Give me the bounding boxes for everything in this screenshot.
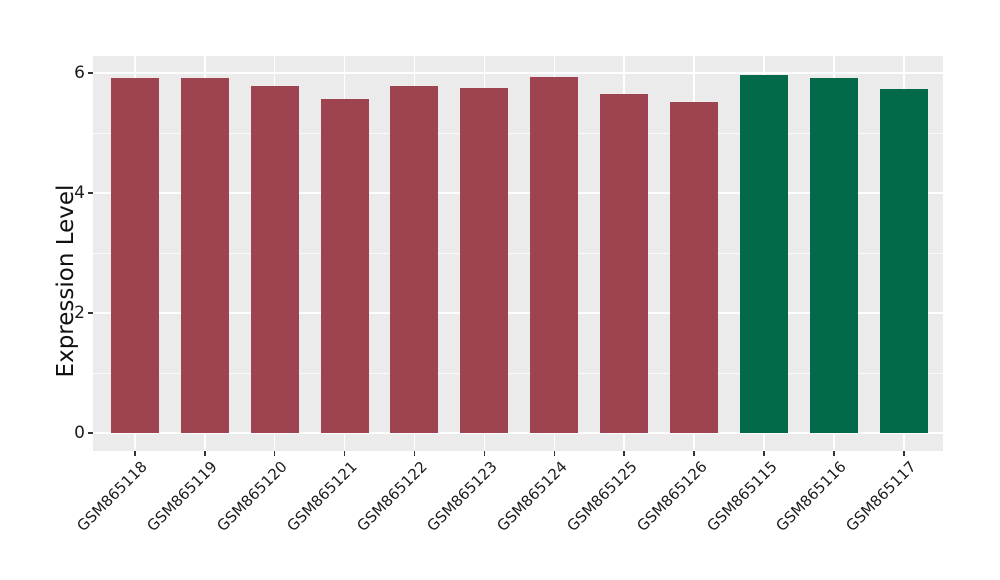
y-tick-label: 2 [74, 302, 85, 323]
bar-GSM865119 [180, 77, 229, 433]
x-tick-label: GSM865116 [772, 457, 851, 535]
x-tick-label: GSM865126 [632, 457, 711, 535]
y-tick [88, 312, 93, 314]
bar-GSM865118 [110, 77, 159, 433]
x-tick-label: GSM865117 [842, 457, 921, 535]
bar-GSM865122 [390, 86, 439, 433]
y-tick [88, 72, 93, 74]
bar-GSM865116 [809, 78, 858, 433]
x-tick-label: GSM865120 [213, 457, 291, 535]
bar-GSM865115 [739, 74, 788, 433]
x-tick-label: GSM865119 [143, 457, 222, 535]
y-tick [88, 432, 93, 434]
gridline-minor [93, 132, 943, 134]
x-tick-label: GSM865118 [73, 457, 152, 535]
x-tick [134, 451, 136, 456]
x-tick [343, 451, 346, 456]
bar-GSM865120 [250, 85, 299, 433]
gridline-major [93, 192, 943, 194]
bar-GSM865125 [600, 94, 649, 433]
x-tick [763, 451, 765, 456]
x-tick [553, 451, 555, 456]
x-tick [483, 451, 486, 456]
x-tick-label: GSM865124 [493, 457, 571, 535]
bar-GSM865117 [879, 89, 928, 433]
x-tick [623, 451, 625, 456]
x-tick [413, 451, 416, 456]
y-tick-label: 6 [74, 62, 85, 83]
x-tick [693, 451, 695, 456]
gridline-major [93, 72, 943, 74]
bar-GSM865124 [530, 76, 579, 433]
plot-panel [93, 56, 943, 451]
gridline-major [93, 432, 943, 434]
x-tick-label: GSM865115 [702, 457, 781, 535]
bar-GSM865126 [670, 102, 718, 433]
bar-GSM865123 [460, 88, 509, 433]
x-tick [903, 451, 905, 456]
x-tick [204, 451, 206, 456]
y-tick-label: 4 [74, 182, 85, 203]
gridline-major [93, 312, 943, 314]
x-tick [273, 451, 276, 456]
x-tick-label: GSM865121 [283, 457, 361, 535]
y-tick-label: 0 [74, 422, 85, 443]
gridline-minor [93, 252, 943, 254]
gridline-minor [93, 372, 943, 374]
x-tick-label: GSM865125 [563, 457, 641, 535]
x-tick-label: GSM865122 [353, 457, 431, 535]
y-axis-title: Expression Level [53, 184, 79, 378]
bar-GSM865121 [320, 99, 369, 433]
y-tick [88, 192, 93, 194]
x-tick [833, 451, 835, 456]
x-tick-label: GSM865123 [423, 457, 501, 535]
